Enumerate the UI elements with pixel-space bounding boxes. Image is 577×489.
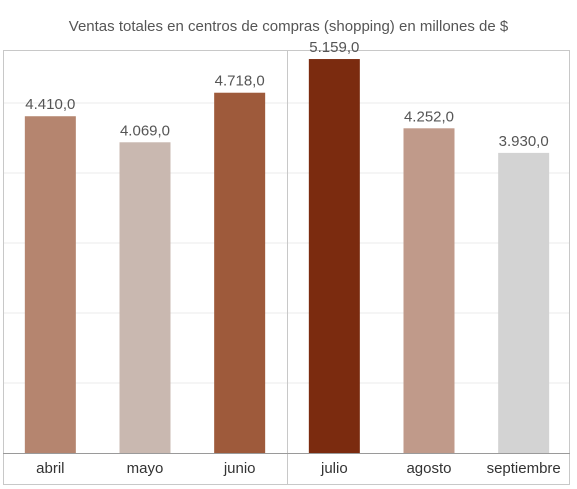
x-tick-label: abril: [36, 460, 64, 477]
x-tick-label: agosto: [406, 460, 451, 477]
bar-value-label: 4.252,0: [404, 108, 454, 125]
bar-value-label: 4.718,0: [215, 73, 265, 90]
bars: [24, 59, 550, 454]
bar-value-label: 3.930,0: [499, 133, 549, 150]
x-axis-tick-labels: abril mayo junio julio agosto septiembre: [36, 460, 561, 477]
bar-junio: [214, 92, 266, 453]
bar-value-label: 5.159,0: [309, 39, 359, 56]
bar-value-labels: 4.410,0 4.069,0 4.718,0 5.159,0 4.252,0 3.930…: [25, 39, 548, 150]
plot-border: [3, 50, 570, 485]
x-tick-label: julio: [320, 460, 348, 477]
bar-value-label: 4.410,0: [25, 96, 75, 113]
bar-abril: [24, 116, 76, 454]
chart-title: Ventas totales en centros de compras (sh…: [68, 18, 509, 35]
gridlines: [3, 102, 570, 384]
chart-frame: [3, 50, 570, 485]
bar-septiembre: [498, 152, 550, 453]
bar-value-label: 4.069,0: [120, 122, 170, 139]
bar-agosto: [403, 128, 455, 453]
x-tick-label: mayo: [127, 460, 164, 477]
x-tick-label: septiembre: [487, 460, 561, 477]
x-tick-label: junio: [223, 460, 256, 477]
bar-julio: [308, 59, 360, 453]
bar-mayo: [119, 142, 171, 453]
